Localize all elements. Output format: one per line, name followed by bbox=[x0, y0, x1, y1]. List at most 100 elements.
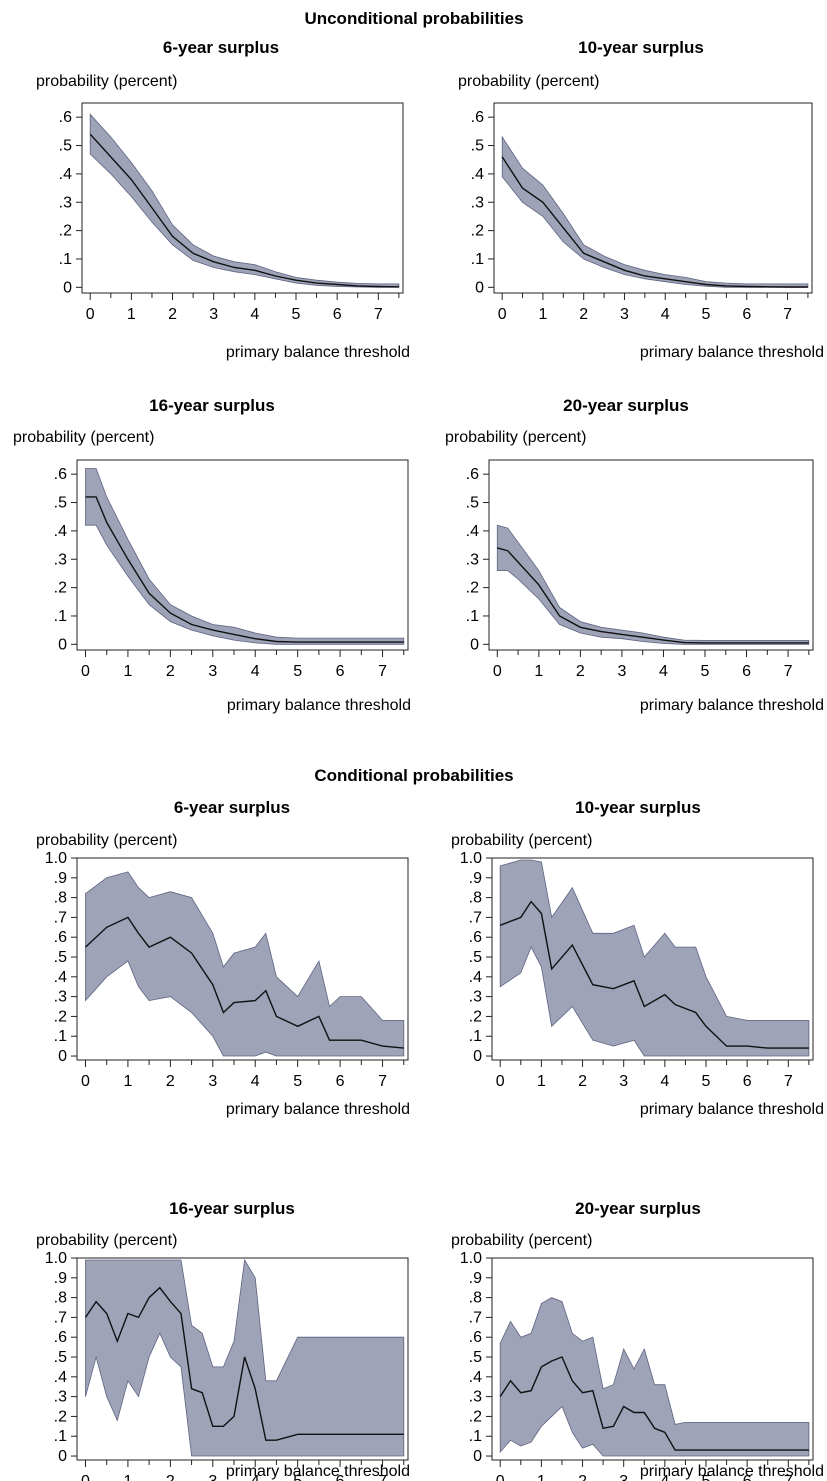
x-tick-label: 2 bbox=[166, 1473, 175, 1481]
y-tick-label: .4 bbox=[54, 1369, 67, 1386]
y-tick-label: .4 bbox=[471, 166, 484, 183]
y-axis-label: probability (percent) bbox=[451, 832, 592, 849]
y-tick-label: .4 bbox=[54, 523, 67, 540]
x-tick-label: 6 bbox=[742, 306, 751, 323]
x-tick-label: 3 bbox=[208, 663, 217, 680]
plot-frame bbox=[81, 102, 404, 294]
probability-line bbox=[499, 900, 809, 1049]
y-tick-label: .2 bbox=[59, 223, 72, 240]
x-tick-label: 5 bbox=[293, 1073, 302, 1090]
y-tick-label: 0 bbox=[470, 636, 479, 653]
y-axis-label: probability (percent) bbox=[36, 832, 177, 849]
y-tick-label: .7 bbox=[54, 1309, 67, 1326]
confidence-band bbox=[89, 113, 400, 288]
x-tick-label: 6 bbox=[336, 1073, 345, 1090]
x-axis-label: primary balance threshold bbox=[227, 697, 411, 714]
x-axis-label: primary balance threshold bbox=[640, 1101, 824, 1118]
y-axis-label: probability (percent) bbox=[36, 73, 177, 90]
x-tick-label: 5 bbox=[702, 306, 711, 323]
chart-panels: 6-year surplus probability (percent) prima… bbox=[13, 38, 824, 1481]
y-tick-label: .4 bbox=[54, 969, 67, 986]
y-tick-label: .5 bbox=[54, 949, 67, 966]
y-tick-label: .1 bbox=[469, 1428, 482, 1445]
x-tick-label: 4 bbox=[660, 1073, 669, 1090]
chart-title: 6-year surplus bbox=[163, 38, 279, 57]
x-tick-label: 1 bbox=[534, 663, 543, 680]
x-tick-label: 2 bbox=[578, 1473, 587, 1481]
chart-panel: 10-year surplus probability (percent) prim… bbox=[451, 798, 824, 1118]
y-tick-label: .5 bbox=[466, 495, 479, 512]
x-tick-label: 4 bbox=[659, 663, 668, 680]
x-tick-label: 2 bbox=[579, 306, 588, 323]
y-axis-label: probability (percent) bbox=[445, 429, 586, 446]
x-tick-label: 3 bbox=[208, 1073, 217, 1090]
x-tick-label: 5 bbox=[701, 663, 710, 680]
y-axis-label: probability (percent) bbox=[36, 1232, 177, 1249]
y-tick-label: .2 bbox=[54, 1408, 67, 1425]
chart-panel: 20-year surplus probability (percent) prim… bbox=[451, 1199, 824, 1481]
x-tick-label: 0 bbox=[81, 1473, 90, 1481]
x-tick-label: 5 bbox=[293, 1473, 302, 1481]
y-tick-label: .1 bbox=[54, 1028, 67, 1045]
y-tick-label: .5 bbox=[469, 949, 482, 966]
y-tick-label: .2 bbox=[54, 1008, 67, 1025]
x-tick-label: 6 bbox=[743, 1473, 752, 1481]
x-tick-label: 1 bbox=[123, 1073, 132, 1090]
y-tick-label: .4 bbox=[59, 166, 72, 183]
probability-line bbox=[497, 547, 809, 644]
y-tick-label: .6 bbox=[469, 1329, 482, 1346]
y-tick-label: .1 bbox=[469, 1028, 482, 1045]
y-tick-label: .9 bbox=[469, 870, 482, 887]
y-tick-label: .6 bbox=[54, 929, 67, 946]
confidence-band bbox=[85, 871, 405, 1057]
y-tick-label: .7 bbox=[469, 909, 482, 926]
y-axis-label: probability (percent) bbox=[458, 73, 599, 90]
y-tick-label: 0 bbox=[58, 1448, 67, 1465]
plot-frame bbox=[491, 857, 814, 1061]
y-tick-label: 0 bbox=[58, 636, 67, 653]
x-tick-label: 7 bbox=[784, 1073, 793, 1090]
x-tick-label: 0 bbox=[81, 1073, 90, 1090]
x-axis-label: primary balance threshold bbox=[640, 697, 824, 714]
x-tick-label: 2 bbox=[168, 306, 177, 323]
y-tick-label: .3 bbox=[54, 551, 67, 568]
chart-title: 10-year surplus bbox=[575, 798, 701, 817]
y-tick-label: .1 bbox=[54, 1428, 67, 1445]
y-tick-label: .6 bbox=[466, 466, 479, 483]
x-tick-label: 1 bbox=[123, 1473, 132, 1481]
y-tick-label: .3 bbox=[469, 1389, 482, 1406]
x-tick-label: 0 bbox=[81, 663, 90, 680]
x-tick-label: 4 bbox=[251, 1473, 260, 1481]
y-tick-label: .7 bbox=[469, 1309, 482, 1326]
confidence-band bbox=[85, 468, 405, 645]
y-tick-label: 1.0 bbox=[460, 850, 482, 867]
chart-title: 20-year surplus bbox=[575, 1199, 701, 1218]
x-tick-label: 4 bbox=[250, 306, 259, 323]
x-tick-label: 0 bbox=[496, 1473, 505, 1481]
plot-frame bbox=[493, 102, 813, 294]
y-tick-label: .6 bbox=[54, 1329, 67, 1346]
section-title-unconditional: Unconditional probabilities bbox=[304, 9, 523, 28]
x-tick-label: 2 bbox=[578, 1073, 587, 1090]
y-tick-label: .6 bbox=[59, 109, 72, 126]
x-tick-label: 6 bbox=[742, 663, 751, 680]
chart-panel: 6-year surplus probability (percent) prima… bbox=[36, 38, 410, 361]
x-tick-label: 7 bbox=[784, 1473, 793, 1481]
chart-panel: 16-year surplus probability (percent) prim… bbox=[13, 396, 411, 714]
x-tick-label: 3 bbox=[620, 306, 629, 323]
x-tick-label: 3 bbox=[208, 1473, 217, 1481]
x-tick-label: 1 bbox=[537, 1073, 546, 1090]
x-tick-label: 7 bbox=[378, 663, 387, 680]
y-tick-label: .8 bbox=[469, 1290, 482, 1307]
plot-frame bbox=[76, 857, 409, 1061]
y-axis-label: probability (percent) bbox=[13, 429, 154, 446]
confidence-band bbox=[499, 1297, 810, 1457]
x-tick-label: 4 bbox=[251, 663, 260, 680]
y-tick-label: .3 bbox=[54, 989, 67, 1006]
plot-frame bbox=[488, 459, 814, 651]
y-tick-label: 1.0 bbox=[45, 850, 67, 867]
y-tick-label: 0 bbox=[473, 1048, 482, 1065]
x-tick-label: 2 bbox=[576, 663, 585, 680]
x-tick-label: 3 bbox=[617, 663, 626, 680]
